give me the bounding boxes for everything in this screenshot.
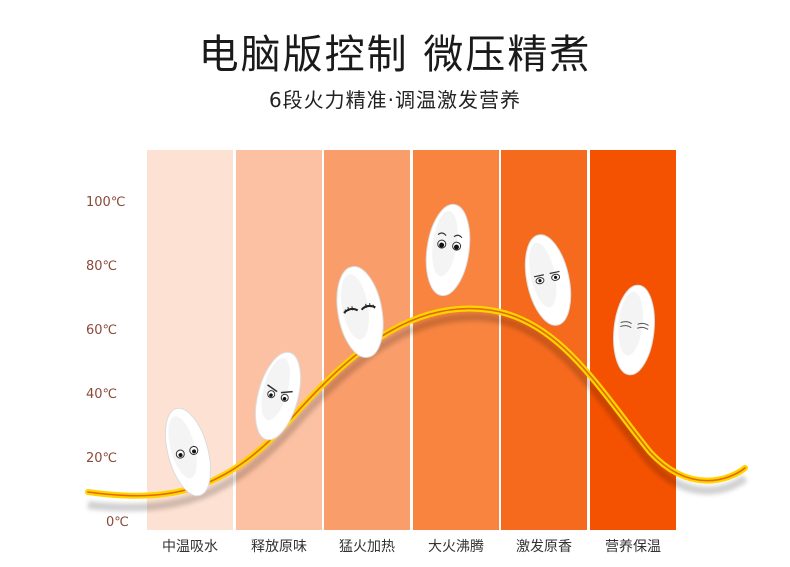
curve-shadow bbox=[87, 313, 748, 512]
y-tick-60: 60℃ bbox=[86, 323, 118, 338]
rice-grain-4 bbox=[425, 203, 471, 297]
stage-label-5: 激发原香 bbox=[516, 539, 572, 555]
rice-grain-1 bbox=[164, 407, 212, 497]
temperature-axis: 100℃ 80℃ 60℃ 40℃ 20℃ 0℃ bbox=[86, 150, 136, 540]
stage-label-6: 营养保温 bbox=[605, 539, 661, 555]
page-subtitle: 6段火力精准·调温激发营养 bbox=[268, 88, 522, 112]
page-title: 电脑版控制 微压精煮 bbox=[198, 32, 592, 78]
y-tick-80: 80℃ bbox=[86, 259, 118, 274]
stage-label-3: 猛火加热 bbox=[339, 539, 395, 555]
rice-grain-2 bbox=[254, 351, 302, 441]
y-tick-100: 100℃ bbox=[86, 195, 126, 210]
stage-label-2: 释放原味 bbox=[251, 539, 307, 555]
rice-grain-3 bbox=[336, 266, 384, 358]
rice-grain-5 bbox=[524, 234, 572, 326]
stage-label-4: 大火沸腾 bbox=[428, 539, 484, 555]
temperature-curve-line bbox=[87, 307, 746, 497]
y-tick-40: 40℃ bbox=[86, 387, 118, 402]
stage-labels: 中温吸水 释放原味 猛火加热 大火沸腾 激发原香 营养保温 bbox=[147, 536, 677, 560]
stage-label-1: 中温吸水 bbox=[162, 539, 218, 555]
rice-grain-6 bbox=[613, 284, 655, 376]
y-tick-0: 0℃ bbox=[106, 515, 129, 530]
y-tick-20: 20℃ bbox=[86, 451, 118, 466]
